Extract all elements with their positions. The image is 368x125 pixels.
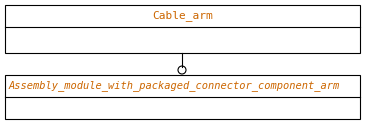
Text: Cable_arm: Cable_arm [152,10,213,22]
Circle shape [178,66,186,74]
Bar [5,5,360,53]
Text: Assembly_module_with_packaged_connector_component_arm: Assembly_module_with_packaged_connector_… [9,80,340,92]
Bar [5,75,360,119]
